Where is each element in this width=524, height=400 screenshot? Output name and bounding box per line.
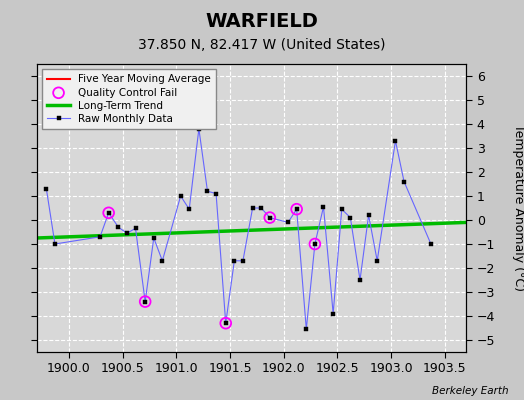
- Raw Monthly Data: [330, 311, 336, 316]
- Quality Control Fail: [292, 206, 301, 212]
- Raw Monthly Data: [285, 220, 291, 225]
- Raw Monthly Data: [249, 206, 256, 210]
- Raw Monthly Data: [320, 204, 326, 209]
- Raw Monthly Data: [347, 215, 354, 220]
- Quality Control Fail: [141, 298, 149, 305]
- Raw Monthly Data: [312, 242, 318, 246]
- Raw Monthly Data: [392, 138, 399, 143]
- Raw Monthly Data: [303, 327, 310, 332]
- Raw Monthly Data: [401, 179, 407, 184]
- Raw Monthly Data: [159, 258, 166, 263]
- Raw Monthly Data: [52, 242, 58, 246]
- Quality Control Fail: [266, 214, 274, 221]
- Y-axis label: Temperature Anomaly (°C): Temperature Anomaly (°C): [512, 124, 524, 292]
- Raw Monthly Data: [133, 226, 139, 231]
- Raw Monthly Data: [258, 206, 264, 210]
- Raw Monthly Data: [213, 191, 219, 196]
- Raw Monthly Data: [186, 207, 192, 212]
- Raw Monthly Data: [365, 213, 372, 218]
- Raw Monthly Data: [142, 299, 148, 304]
- Raw Monthly Data: [240, 258, 246, 263]
- Quality Control Fail: [222, 320, 230, 326]
- Raw Monthly Data: [339, 207, 345, 212]
- Quality Control Fail: [104, 210, 113, 216]
- Raw Monthly Data: [374, 258, 380, 263]
- Line: Raw Monthly Data: Raw Monthly Data: [45, 127, 433, 331]
- Text: 37.850 N, 82.417 W (United States): 37.850 N, 82.417 W (United States): [138, 38, 386, 52]
- Raw Monthly Data: [115, 225, 122, 230]
- Raw Monthly Data: [178, 194, 184, 198]
- Raw Monthly Data: [204, 189, 211, 194]
- Raw Monthly Data: [231, 258, 237, 263]
- Raw Monthly Data: [105, 210, 112, 215]
- Raw Monthly Data: [223, 321, 229, 326]
- Raw Monthly Data: [97, 234, 103, 239]
- Raw Monthly Data: [267, 215, 273, 220]
- Raw Monthly Data: [196, 126, 202, 131]
- Quality Control Fail: [311, 241, 319, 247]
- Text: Berkeley Earth: Berkeley Earth: [432, 386, 508, 396]
- Raw Monthly Data: [150, 236, 157, 240]
- Raw Monthly Data: [357, 278, 363, 282]
- Text: WARFIELD: WARFIELD: [205, 12, 319, 31]
- Raw Monthly Data: [293, 207, 300, 212]
- Legend: Five Year Moving Average, Quality Control Fail, Long-Term Trend, Raw Monthly Dat: Five Year Moving Average, Quality Contro…: [42, 69, 216, 129]
- Raw Monthly Data: [124, 231, 130, 236]
- Raw Monthly Data: [428, 242, 434, 246]
- Raw Monthly Data: [43, 186, 49, 191]
